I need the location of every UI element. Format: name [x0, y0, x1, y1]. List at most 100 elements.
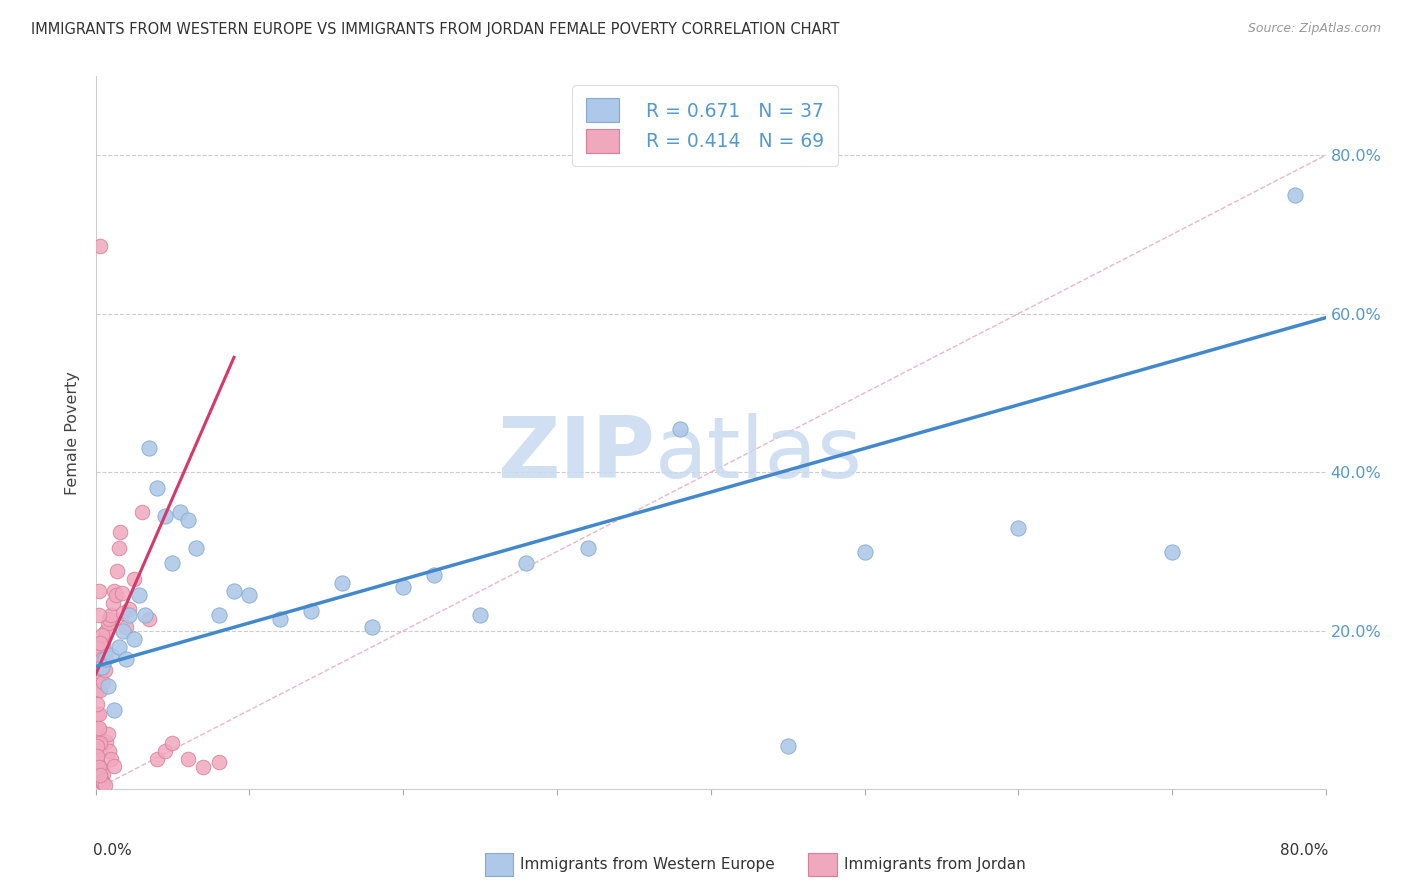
Point [89, 736, 111, 750]
Point [87, 675, 110, 690]
Point [162, 557, 184, 571]
Point [515, 557, 537, 571]
Point [392, 580, 415, 594]
Point [91, 766, 114, 780]
Point [122, 632, 145, 646]
Point [89, 768, 111, 782]
Point [112, 607, 135, 621]
Point [87, 772, 110, 787]
Point [184, 541, 207, 555]
Text: ZIP: ZIP [498, 412, 655, 496]
Point [90, 662, 112, 676]
Point [96, 624, 118, 638]
Point [87, 723, 110, 737]
Point [89, 648, 111, 662]
Point [86, 707, 108, 722]
Point [576, 541, 599, 555]
Text: 0.0%: 0.0% [93, 843, 132, 858]
Point [128, 588, 150, 602]
Point [208, 607, 231, 622]
Point [87, 607, 110, 622]
Point [87, 721, 110, 735]
Point [91, 776, 114, 790]
Point [162, 736, 184, 750]
Point [1007, 521, 1029, 535]
Point [94, 779, 117, 793]
Point [90, 628, 112, 642]
Point [169, 505, 191, 519]
Point [94, 648, 117, 662]
Point [153, 508, 176, 523]
Point [1161, 544, 1184, 558]
Point [153, 744, 176, 758]
Point [87, 584, 110, 599]
Point [86, 697, 108, 711]
Point [111, 586, 134, 600]
Point [97, 727, 120, 741]
Point [107, 541, 129, 555]
Point [89, 683, 111, 698]
Text: atlas: atlas [655, 412, 863, 496]
Text: IMMIGRANTS FROM WESTERN EUROPE VS IMMIGRANTS FROM JORDAN FEMALE POVERTY CORRELAT: IMMIGRANTS FROM WESTERN EUROPE VS IMMIGR… [31, 22, 839, 37]
Point [90, 763, 112, 777]
Point [86, 659, 108, 673]
Point [86, 683, 108, 698]
Point [90, 643, 112, 657]
Point [134, 607, 156, 622]
Point [269, 612, 291, 626]
Point [177, 752, 200, 766]
Point [423, 568, 446, 582]
Point [299, 604, 322, 618]
Point [103, 758, 125, 772]
Point [104, 588, 127, 602]
Point [86, 641, 108, 656]
Point [330, 576, 353, 591]
Point [91, 657, 114, 672]
Point [87, 760, 110, 774]
Point [103, 584, 125, 599]
Point [138, 612, 160, 626]
Point [118, 601, 141, 615]
Point [146, 752, 169, 766]
Point [90, 659, 112, 673]
Point [89, 636, 111, 650]
Text: Source: ZipAtlas.com: Source: ZipAtlas.com [1247, 22, 1381, 36]
Point [122, 572, 145, 586]
Point [107, 640, 129, 654]
Text: Immigrants from Western Europe: Immigrants from Western Europe [520, 857, 775, 871]
Point [103, 703, 125, 717]
Point [86, 755, 108, 769]
Point [669, 422, 692, 436]
Point [1284, 187, 1306, 202]
Point [90, 651, 112, 665]
Point [100, 607, 122, 622]
Point [87, 707, 110, 722]
Point [115, 651, 138, 665]
Point [94, 628, 117, 642]
Point [91, 675, 114, 690]
Point [98, 612, 121, 626]
Point [89, 239, 111, 253]
Point [110, 524, 132, 539]
Point [87, 656, 110, 670]
Point [89, 665, 111, 679]
Point [101, 596, 124, 610]
Point [146, 481, 169, 495]
Point [89, 771, 111, 785]
Point [98, 744, 121, 758]
Point [222, 584, 245, 599]
Point [86, 739, 108, 753]
Text: Immigrants from Jordan: Immigrants from Jordan [844, 857, 1025, 871]
Point [115, 620, 138, 634]
Point [86, 749, 108, 764]
Point [97, 679, 120, 693]
Point [112, 624, 135, 638]
Y-axis label: Female Poverty: Female Poverty [65, 371, 80, 494]
Point [91, 638, 114, 652]
Point [177, 513, 200, 527]
Point [105, 565, 128, 579]
Point [90, 774, 112, 789]
Point [97, 615, 120, 630]
Point [94, 664, 117, 678]
Point [100, 648, 122, 662]
